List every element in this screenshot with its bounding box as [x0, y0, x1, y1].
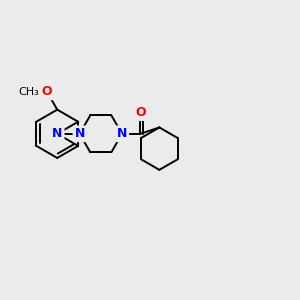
Text: N: N: [74, 127, 85, 140]
Text: CH₃: CH₃: [19, 87, 39, 97]
Text: N: N: [52, 127, 62, 140]
Text: O: O: [42, 85, 52, 98]
Text: S: S: [52, 127, 62, 141]
Text: O: O: [135, 106, 146, 119]
Text: N: N: [117, 127, 127, 140]
